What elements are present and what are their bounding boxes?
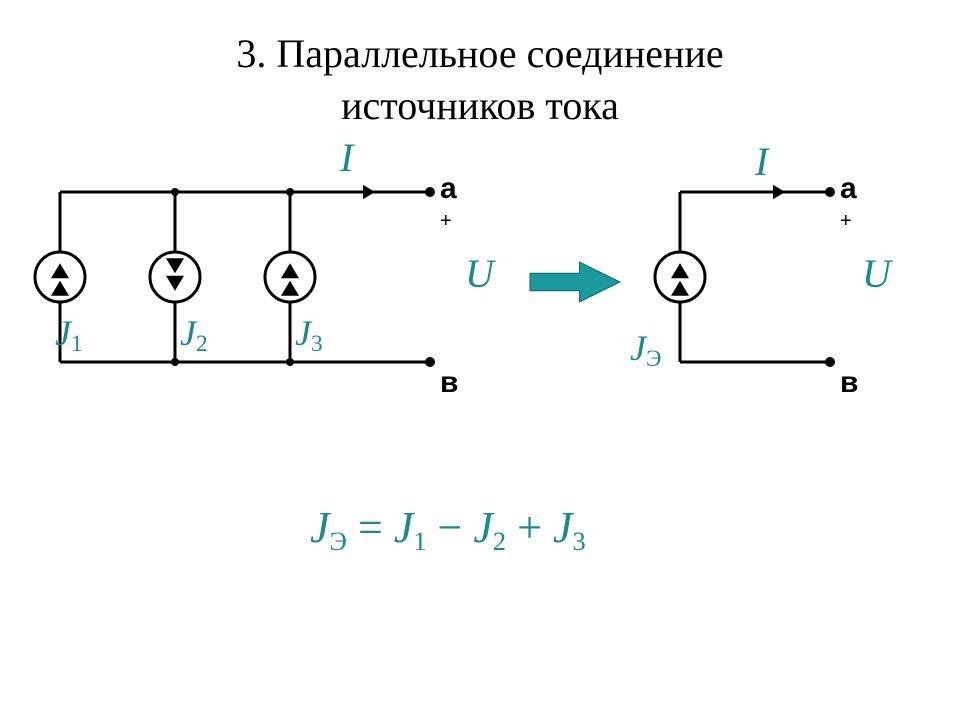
label-I-left: I bbox=[340, 134, 353, 181]
label-J2: J2 bbox=[180, 312, 208, 358]
node-b-right: в bbox=[840, 366, 858, 400]
plus-left: + bbox=[440, 210, 452, 233]
plus-right: + bbox=[840, 210, 852, 233]
label-J1: J1 bbox=[55, 312, 83, 358]
label-I-right: I bbox=[755, 138, 768, 185]
label-U-right: U bbox=[862, 250, 891, 297]
title-line2: источников тока bbox=[341, 83, 619, 128]
node-a-left: a bbox=[440, 172, 457, 206]
equation: JЭ = J1 − J2 + J3 bbox=[310, 502, 586, 557]
diagram-stage: I a + U в J1 J2 J3 I a + U в JЭ JЭ = J1 … bbox=[0, 132, 960, 692]
label-J3: J3 bbox=[295, 312, 323, 358]
circuit-svg bbox=[0, 132, 960, 692]
title-line1: 3. Параллельное соединение bbox=[236, 31, 723, 76]
label-JE: JЭ bbox=[630, 327, 661, 373]
label-U-left: U bbox=[465, 250, 494, 297]
node-a-right: a bbox=[840, 172, 857, 206]
page-title: 3. Параллельное соединение источников то… bbox=[0, 0, 960, 132]
node-b-left: в bbox=[440, 366, 458, 400]
